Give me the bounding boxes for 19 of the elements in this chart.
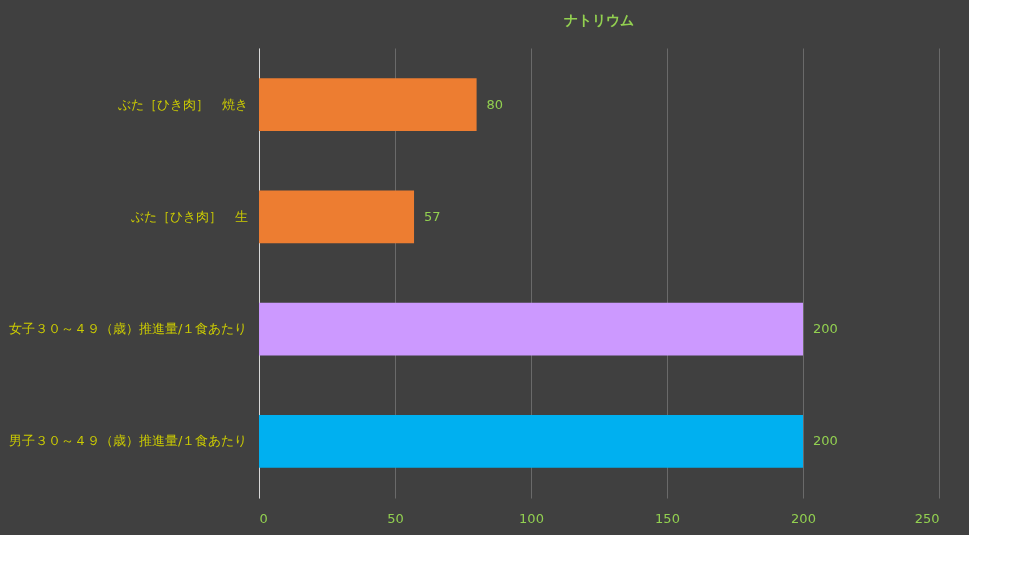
data-label: 57 — [424, 208, 441, 224]
data-label: 200 — [813, 321, 838, 337]
y-tick-label: 女子３０～４９（歳）推進量/１食あたり — [9, 321, 248, 337]
bar — [259, 78, 477, 132]
data-label: 80 — [486, 96, 504, 112]
x-tick-label: 50 — [387, 510, 404, 526]
x-tick-label: 100 — [519, 510, 544, 526]
bar — [259, 190, 415, 244]
x-tick-label: 200 — [791, 510, 816, 526]
y-tick-label: 男子３０～４９（歳）推進量/１食あたり — [9, 433, 248, 449]
bar — [259, 414, 803, 468]
y-tick-label: ぶた［ひき肉］ 生 — [130, 208, 248, 224]
x-tick-label: 0 — [259, 510, 268, 526]
data-label: 200 — [813, 433, 838, 449]
y-tick-label: ぶた［ひき肉］ 焼き — [117, 96, 248, 112]
x-tick-label: 150 — [655, 510, 680, 526]
chart-title: ナトリウム — [564, 12, 634, 28]
x-tick-label: 250 — [914, 510, 940, 526]
bar — [259, 302, 803, 356]
